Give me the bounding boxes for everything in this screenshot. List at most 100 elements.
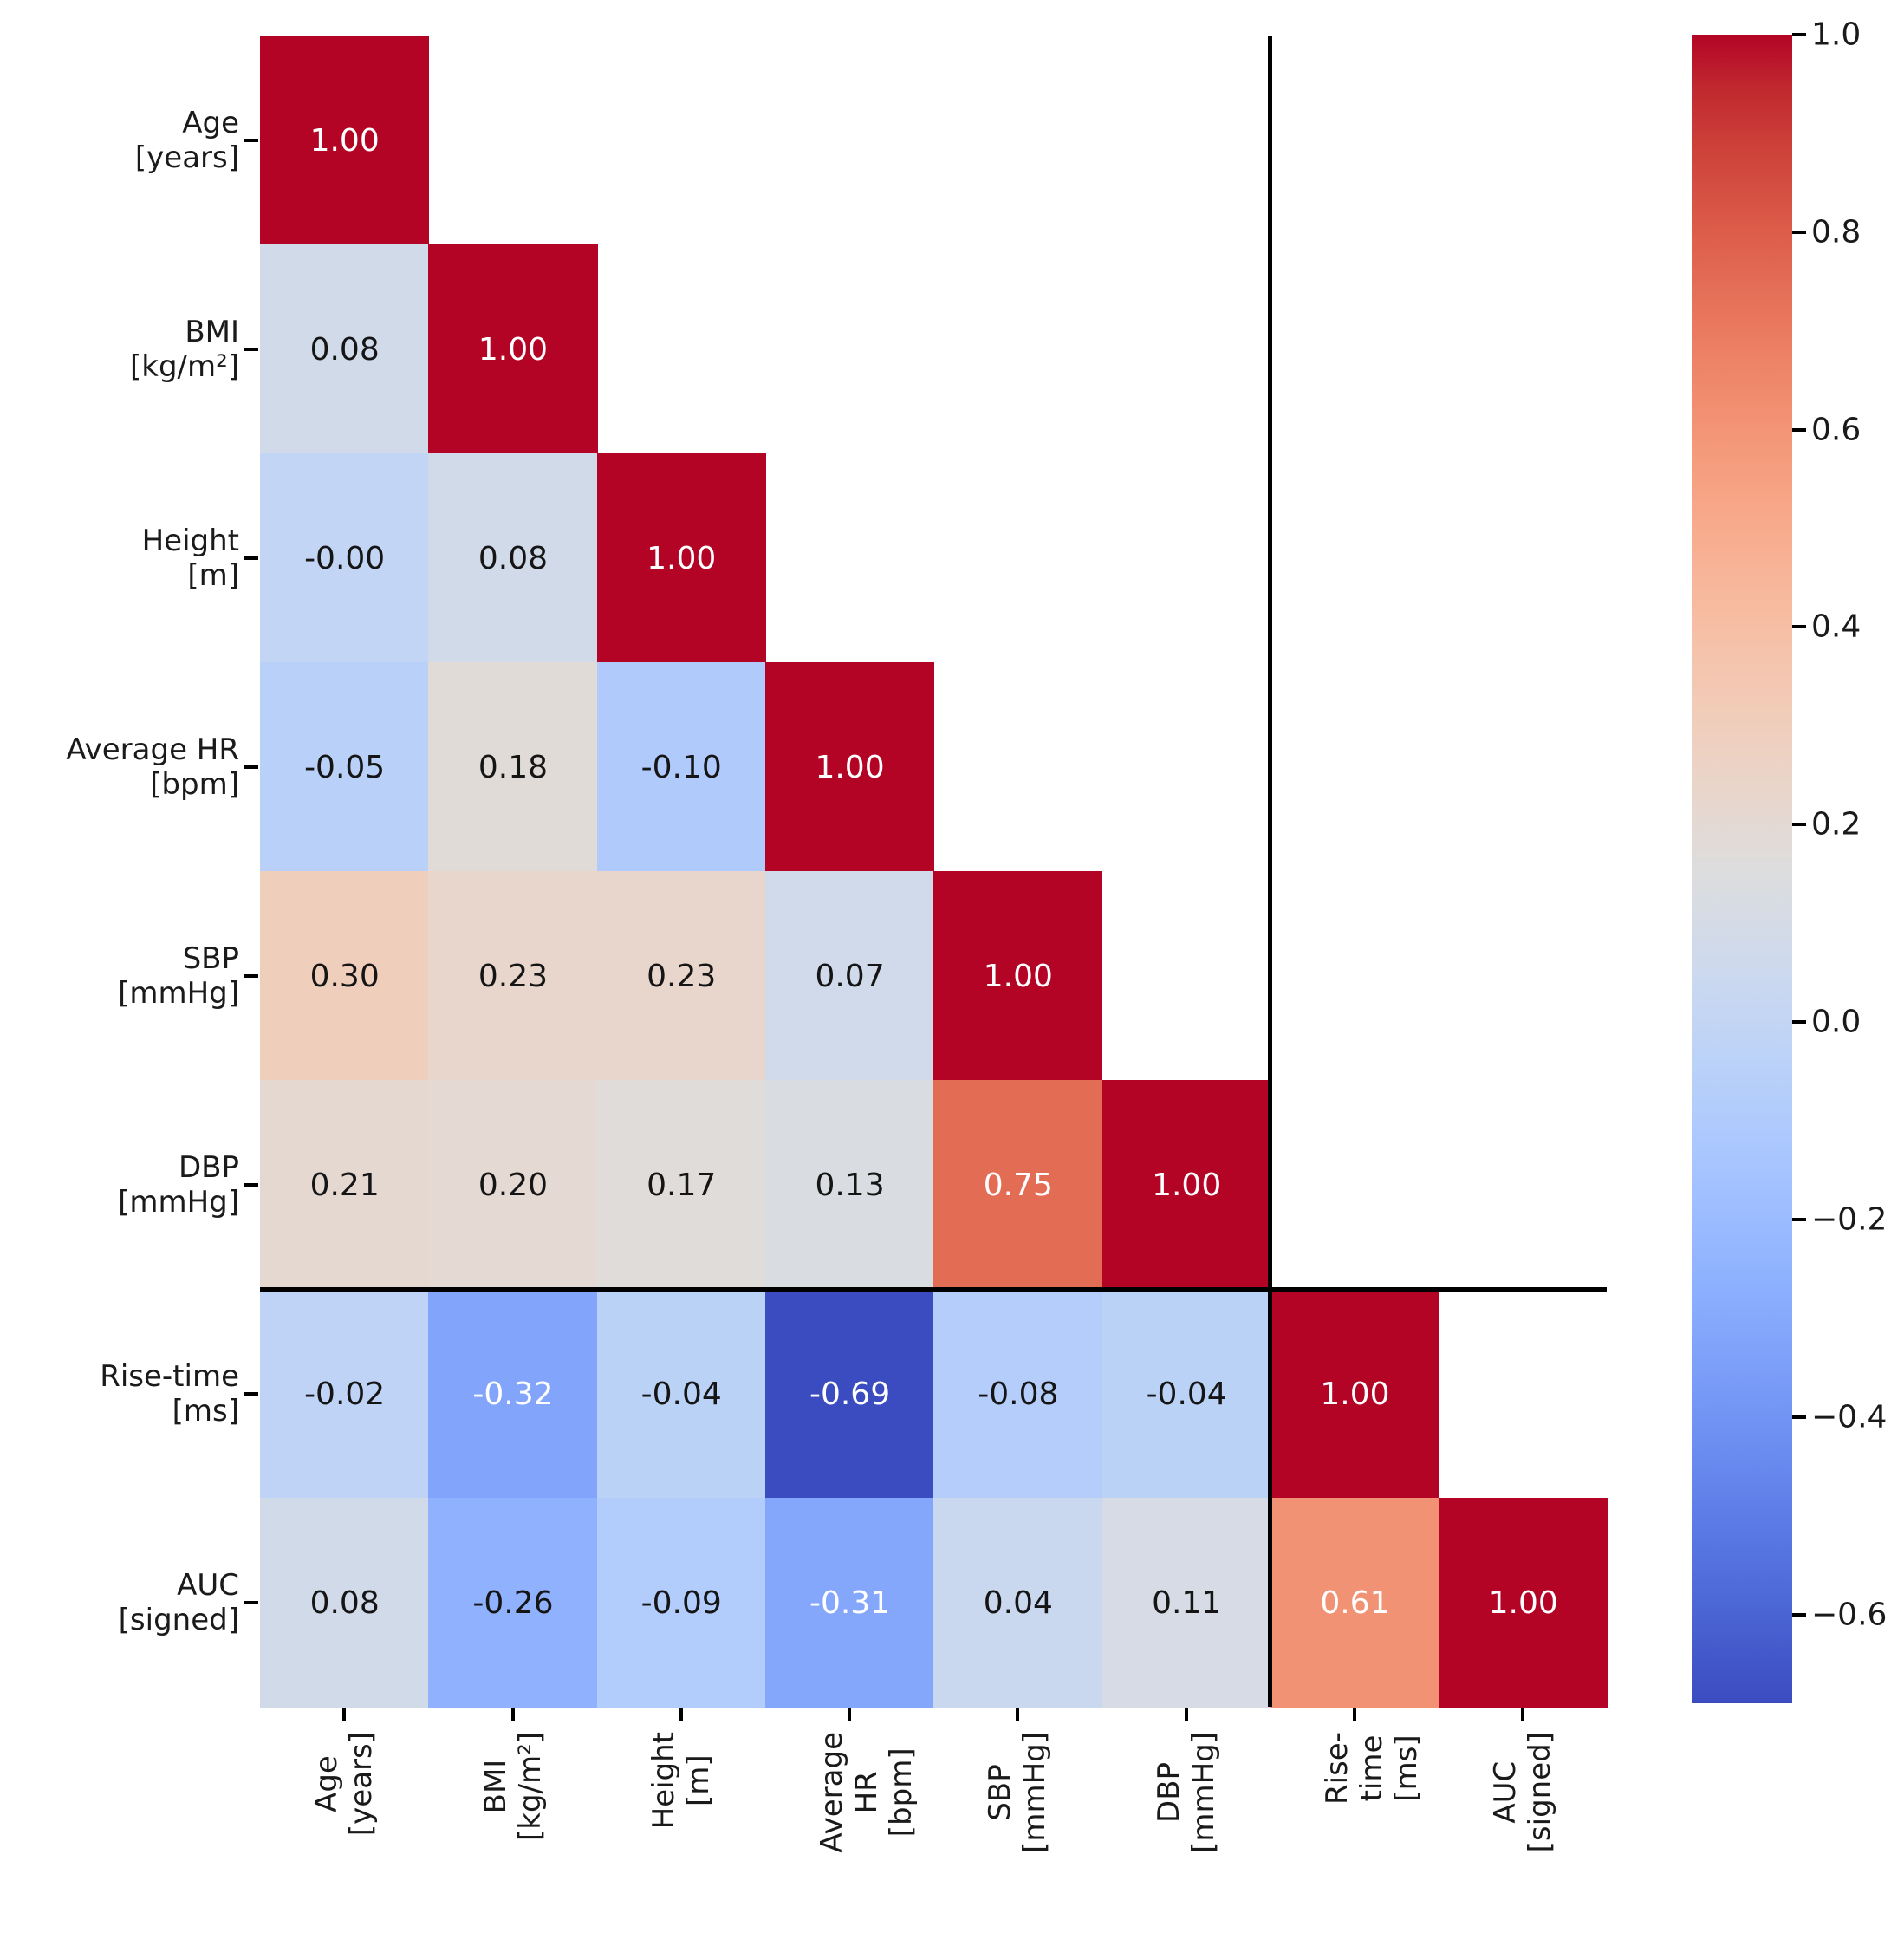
cell-value: 0.17 [647,1167,717,1203]
cell-value: 1.00 [983,958,1053,994]
x-axis-label: AUC [signed] [1488,1732,1558,1853]
y-axis-label: Average HR [bpm] [66,732,239,802]
cell-value: -0.69 [809,1376,891,1412]
colorbar-tick [1792,1020,1806,1025]
x-axis-label: BMI [kg/m²] [478,1732,548,1842]
heatmap-cell: 0.08 [260,244,430,454]
cell-value: 0.08 [309,331,380,368]
cell-value: -0.05 [304,749,386,785]
heatmap-cell: 0.21 [260,1080,430,1290]
x-axis-label: SBP [mmHg] [983,1732,1053,1853]
heatmap-cell: 0.08 [260,1498,430,1708]
heatmap-cell: -0.32 [428,1289,598,1499]
heatmap-cell: 1.00 [596,453,766,663]
y-axis-tick [244,1182,258,1187]
heatmap-cell: 0.23 [428,871,598,1081]
cell-value: 0.04 [983,1584,1053,1621]
x-axis-label: Height [m] [646,1732,716,1830]
y-axis-label: DBP [mmHg] [118,1149,239,1220]
colorbar-tick [1792,1612,1806,1617]
x-axis-label: Average HR [bpm] [815,1732,920,1853]
colorbar-tick [1792,1217,1806,1221]
y-axis-label: Rise-time [ms] [100,1358,239,1428]
cell-value: 1.00 [1320,1376,1390,1412]
y-axis-label: Age [years] [134,105,239,175]
colorbar-tick-label: 1.0 [1811,16,1862,53]
colorbar-tick [1792,823,1806,827]
cell-value: -0.26 [472,1584,554,1621]
cell-value: 0.61 [1320,1584,1390,1621]
cell-value: 0.13 [815,1167,885,1203]
cell-value: 0.08 [478,540,549,576]
heatmap-plot-area: 1.00 0.08 1.00 -0.00 0.08 1.00 -0.05 0.18 -0.10 1… [260,36,1608,1708]
x-axis-tick [848,1708,852,1721]
colorbar-tick-label: 0.4 [1811,608,1862,645]
heatmap-cell: -0.04 [596,1289,766,1499]
cell-value: -0.10 [640,749,722,785]
cell-value: 0.07 [815,958,885,994]
x-axis-label: Age [years] [309,1732,380,1837]
cell-value: 0.21 [309,1167,380,1203]
x-axis-tick [1184,1708,1188,1721]
heatmap-cell: 1.00 [1270,1289,1440,1499]
cell-value: -0.00 [304,540,386,576]
heatmap-cell: 0.17 [596,1080,766,1290]
cell-value: -0.04 [1146,1376,1227,1412]
y-axis-label: SBP [mmHg] [118,940,239,1011]
colorbar-tick [1792,427,1806,432]
colorbar-tick-label: 0.6 [1811,412,1862,448]
heatmap-cell: 0.20 [428,1080,598,1290]
heatmap-cell: -0.31 [764,1498,935,1708]
cell-value: 0.30 [309,958,380,994]
x-axis-label: Rise-time [ms] [1320,1732,1425,1805]
cell-value: 0.20 [478,1167,549,1203]
heatmap-cell: 1.00 [764,662,935,872]
heatmap-cell: 0.18 [428,662,598,872]
colorbar-tick-label: −0.4 [1811,1399,1888,1435]
heatmap-cell: -0.09 [596,1498,766,1708]
cell-value: -0.02 [304,1376,386,1412]
y-axis-tick [244,973,258,978]
y-axis-tick [244,1391,258,1396]
heatmap-cell: -0.00 [260,453,430,663]
cell-value: -0.08 [978,1376,1059,1412]
colorbar-tick-label: 0.0 [1811,1004,1862,1040]
x-axis-tick [342,1708,347,1721]
heatmap-cell: -0.04 [1101,1289,1271,1499]
heatmap-cell: -0.08 [933,1289,1103,1499]
colorbar-tick-label: 0.2 [1811,806,1862,843]
heatmap-cell: 0.23 [596,871,766,1081]
cell-value: 1.00 [478,331,549,368]
heatmap-cell: 1.00 [428,244,598,454]
x-axis-tick [1016,1708,1020,1721]
colorbar-tick [1792,230,1806,234]
cell-value: 0.18 [478,749,549,785]
x-axis-tick [510,1708,515,1721]
y-axis-label: AUC [signed] [118,1567,239,1637]
y-axis-tick [244,138,258,142]
heatmap-cell: -0.10 [596,662,766,872]
heatmap-cell: -0.05 [260,662,430,872]
x-axis-tick [1521,1708,1525,1721]
heatmap-cell: 0.75 [933,1080,1103,1290]
heatmap-cell: -0.26 [428,1498,598,1708]
heatmap-cell: -0.02 [260,1289,430,1499]
heatmap-cell: 0.04 [933,1498,1103,1708]
heatmap-cell: 0.11 [1101,1498,1271,1708]
cell-value: -0.31 [809,1584,891,1621]
cell-value: 1.00 [647,540,717,576]
y-axis-tick [244,1600,258,1604]
heatmap-cell: 0.13 [764,1080,935,1290]
x-axis-label: DBP [mmHg] [1151,1732,1221,1853]
x-axis-tick [1353,1708,1356,1721]
cell-value: -0.32 [472,1376,554,1412]
colorbar-tick [1792,1415,1806,1419]
y-axis-label: Height [m] [141,523,239,593]
cell-value: 0.23 [478,958,549,994]
section-divider-vertical [1268,36,1273,1707]
heatmap-cell: 0.07 [764,871,935,1081]
y-axis-label: BMI [kg/m²] [129,314,239,384]
y-axis-tick [244,765,258,769]
cell-value: 1.00 [815,749,885,785]
